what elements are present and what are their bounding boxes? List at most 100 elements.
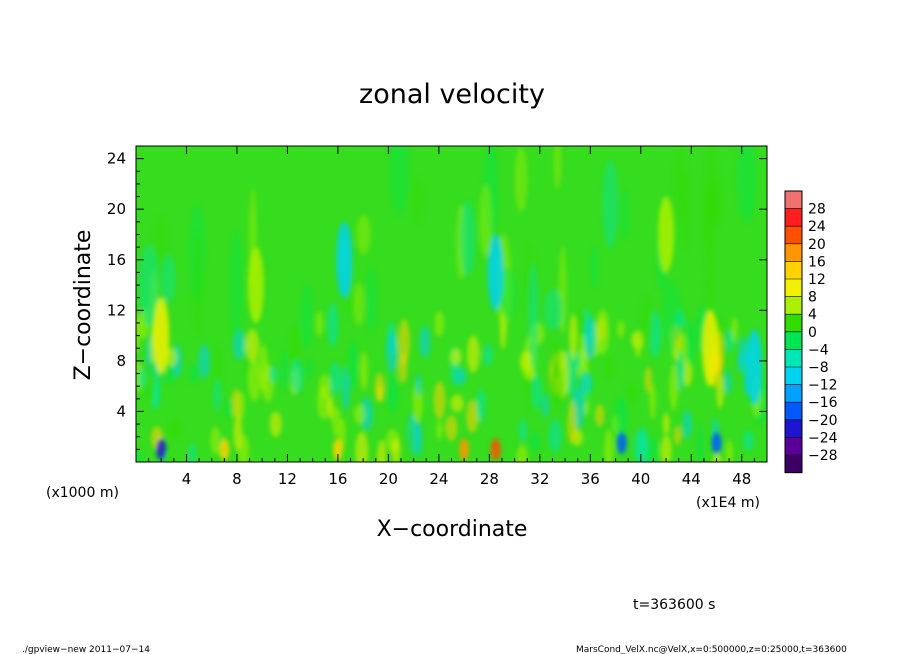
x-tick-label: 32: [530, 470, 549, 488]
field-feature: [153, 297, 170, 374]
field-blob: [269, 411, 282, 438]
field-blob: [737, 146, 757, 224]
field-feature: [487, 234, 504, 311]
field-blob: [660, 435, 672, 462]
field-blob: [528, 263, 539, 371]
field-blob: [247, 358, 261, 402]
field-blob: [532, 373, 542, 410]
x-tick-label: 44: [682, 470, 701, 488]
field-feature: [332, 438, 343, 461]
y-unit-note: (x1000 m): [46, 485, 119, 501]
field-blob: [476, 388, 486, 423]
field-blob: [188, 442, 196, 462]
time-label: t=363600 s: [633, 597, 715, 613]
field-blob: [330, 361, 342, 396]
field-blob: [712, 453, 722, 462]
field-blob: [376, 439, 387, 462]
x-axis-label: X−coordinate: [377, 517, 528, 542]
footer-left: ./gpview−new 2011−07−14: [22, 645, 150, 654]
field-blob: [355, 431, 369, 462]
x-tick-label: 28: [480, 470, 499, 488]
colorbar-label: −16: [808, 395, 838, 411]
field-blob: [673, 146, 684, 223]
field-blob: [682, 410, 693, 439]
field-feature: [711, 432, 722, 455]
field-blob: [434, 310, 444, 337]
field-feature: [702, 310, 719, 387]
field-blob: [724, 370, 732, 395]
field-blob: [649, 383, 656, 420]
field-feature: [459, 438, 470, 461]
field-blob: [518, 419, 527, 443]
field-blob: [188, 364, 199, 384]
field-blob: [648, 436, 659, 462]
field-blob: [662, 412, 670, 436]
field-blob: [215, 344, 222, 389]
field-blob: [686, 319, 696, 368]
colorbar-swatch: [785, 279, 802, 298]
x-unit-note: (x1E4 m): [696, 495, 760, 511]
field-blob: [154, 362, 161, 409]
field-blob: [210, 426, 221, 455]
field-blob: [617, 320, 625, 339]
field-blob: [389, 146, 409, 216]
field-blob: [360, 351, 368, 391]
field-blob: [516, 444, 529, 462]
field-blob: [315, 310, 323, 337]
field-blob: [281, 349, 289, 391]
field-blob: [306, 358, 313, 378]
field-blob: [231, 388, 241, 419]
colorbar-label: 28: [808, 202, 826, 218]
x-tick-label: 12: [278, 470, 297, 488]
colorbar-swatch: [785, 261, 802, 280]
field-blob: [415, 374, 422, 397]
x-tick-label: 40: [631, 470, 650, 488]
colorbar-swatch: [785, 191, 802, 210]
colorbar-swatch: [785, 437, 802, 456]
x-tick-label: 16: [328, 470, 347, 488]
y-tick-label: 24: [107, 150, 126, 168]
colorbar-label: −4: [808, 342, 829, 358]
colorbar-swatch: [785, 208, 802, 227]
field-blob: [579, 334, 587, 370]
field-blob: [138, 244, 159, 327]
colorbar-label: 24: [808, 219, 826, 235]
field-feature: [658, 196, 675, 273]
field-blob: [584, 316, 597, 360]
field-blob: [676, 351, 685, 392]
field-blob: [229, 230, 243, 340]
field-blob: [412, 177, 424, 224]
field-blob: [673, 425, 682, 446]
field-blob: [614, 397, 628, 439]
field-feature: [247, 247, 264, 324]
field-blob: [700, 187, 717, 252]
field-blob: [705, 231, 714, 335]
field-blob: [669, 363, 679, 411]
field-blob: [289, 359, 304, 394]
y-tick-label: 4: [116, 402, 126, 420]
field-blob: [161, 254, 176, 304]
field-blob: [466, 399, 479, 433]
x-tick-label: 24: [429, 470, 448, 488]
field-blob: [482, 343, 493, 366]
colorbar-label: 4: [808, 307, 817, 323]
colorbar-swatch: [785, 226, 802, 245]
field-blob: [398, 319, 411, 365]
field-blob: [214, 378, 221, 413]
x-tick-label: 4: [182, 470, 192, 488]
colorbar-label: −8: [808, 360, 829, 376]
field-blob: [136, 449, 142, 462]
field-blob: [258, 344, 269, 393]
field-blob: [449, 348, 462, 366]
field-blob: [436, 420, 443, 440]
field-feature: [336, 221, 353, 298]
colorbar-label: 12: [808, 272, 826, 288]
field-blob: [575, 308, 588, 343]
velocity-field: [136, 146, 767, 462]
field-blob: [356, 214, 372, 255]
field-blob: [467, 335, 480, 373]
field-blob: [327, 303, 339, 347]
field-blob: [743, 430, 755, 451]
